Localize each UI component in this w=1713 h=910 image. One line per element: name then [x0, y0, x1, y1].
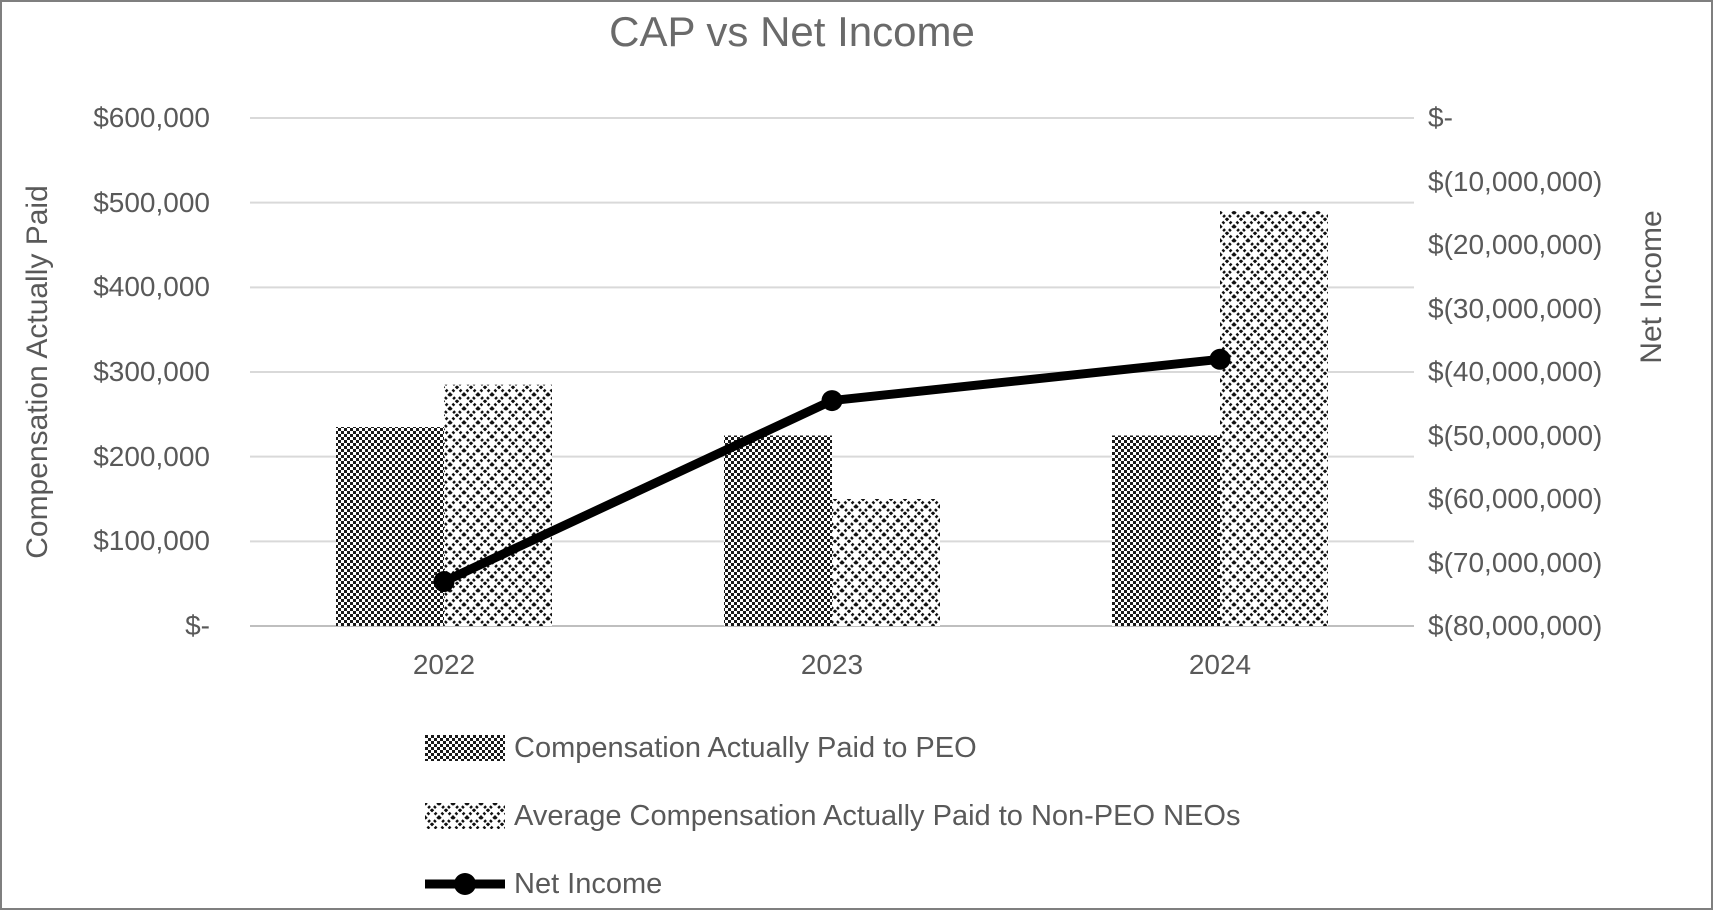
right-axis-tick-label: $(20,000,000): [1428, 229, 1603, 260]
legend-label: Compensation Actually Paid to PEO: [514, 731, 977, 764]
right-axis-tick-label: $(80,000,000): [1428, 610, 1603, 641]
left-axis-tick-label: $100,000: [93, 525, 210, 557]
right-axis-tick-label: $(40,000,000): [1428, 356, 1603, 387]
legend-item-neo: Average Compensation Actually Paid to No…: [425, 800, 1240, 832]
right-axis-tick-label: $(70,000,000): [1428, 546, 1603, 578]
category-label: 2022: [412, 649, 476, 680]
right-axis-tick-label: $(30,000,000): [1428, 292, 1603, 324]
bar-peo-2024: [1112, 435, 1220, 626]
legend-label: Net Income: [514, 867, 663, 900]
bar-neo-2023: [832, 499, 940, 626]
category-label: 2023: [800, 649, 864, 680]
left-axis-tick-label: $-: [185, 610, 210, 641]
bar-neo-2024: [1220, 211, 1328, 626]
bar-peo-2023: [724, 435, 832, 626]
net-income-marker-2022: [433, 571, 455, 593]
legend-key-line-marker: [425, 873, 505, 895]
bar-series: [336, 211, 1328, 626]
net-income-marker-2024: [1209, 348, 1231, 370]
right-axis-tick-label: $(60,000,000): [1428, 483, 1603, 514]
chart-title: CAP vs Net Income: [609, 8, 975, 55]
right-axis-tick-label: $-: [1428, 102, 1453, 133]
bar-peo-2022: [336, 427, 444, 626]
line-series: [433, 348, 1231, 593]
legend-item-net-income: Net Income: [425, 868, 662, 900]
legend-key-checker-swatch: [425, 735, 505, 761]
legend-key-diamond-swatch: [425, 803, 505, 829]
left-axis-tick-label: $400,000: [93, 271, 210, 303]
legend-item-peo: Compensation Actually Paid to PEO: [425, 732, 977, 764]
bar-neo-2022: [444, 384, 552, 626]
right-axis-tick-label: $(50,000,000): [1428, 419, 1603, 451]
right-axis-tick-label: $(10,000,000): [1428, 165, 1603, 197]
legend-label: Average Compensation Actually Paid to No…: [514, 799, 1241, 832]
category-label: 2024: [1188, 649, 1252, 680]
left-axis-tick-label: $500,000: [93, 186, 210, 218]
left-axis-tick-label: $200,000: [93, 440, 210, 472]
left-axis-tick-label: $300,000: [93, 356, 210, 387]
net-income-marker-2023: [821, 390, 843, 412]
left-axis-tick-label: $600,000: [93, 102, 210, 133]
